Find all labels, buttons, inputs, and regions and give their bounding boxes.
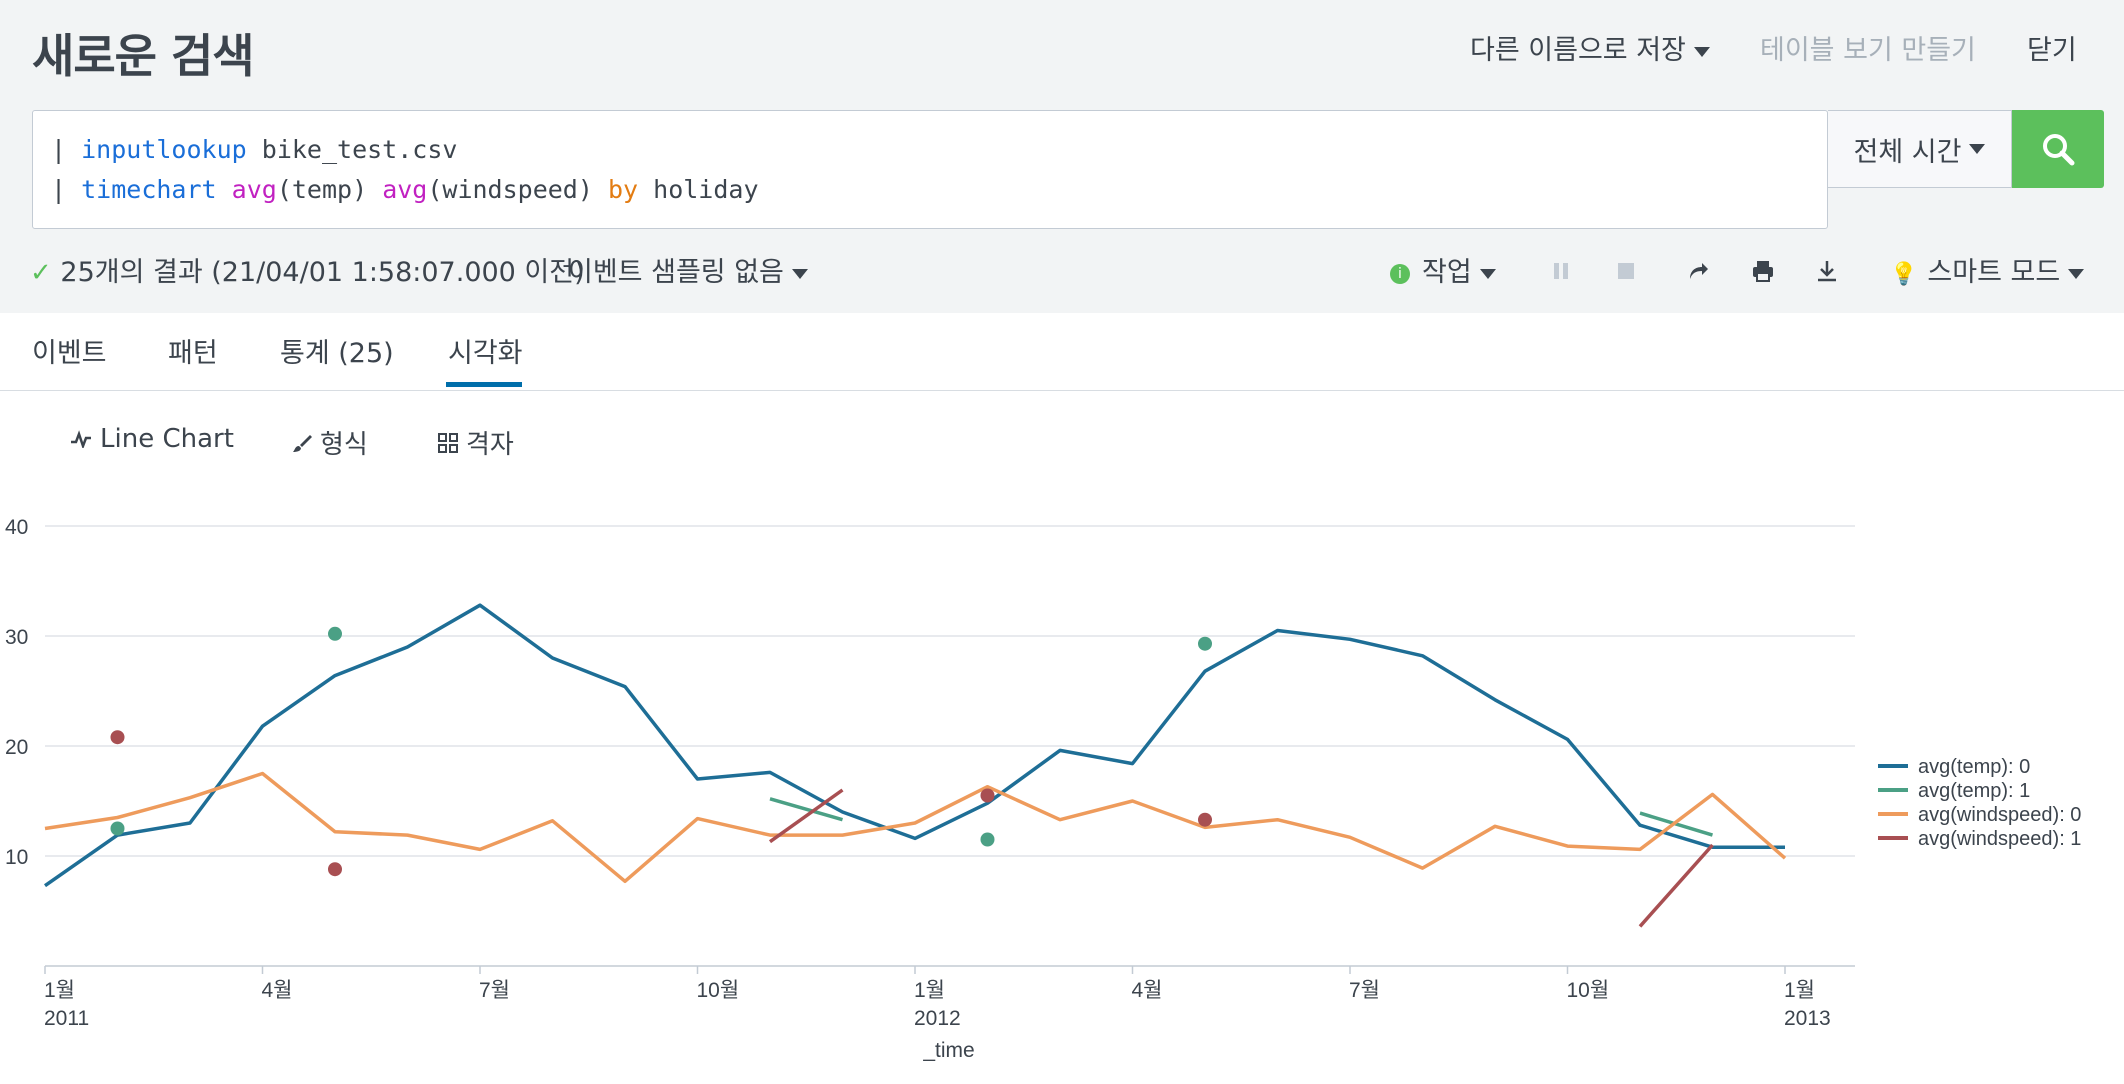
lightbulb-icon: 💡 xyxy=(1890,262,1917,287)
share-icon xyxy=(1686,259,1710,283)
series-line xyxy=(1640,845,1713,926)
legend-item-label: avg(temp): 1 xyxy=(1918,780,2030,802)
time-range-label: 전체 시간 xyxy=(1854,130,1962,169)
series-line xyxy=(45,774,1785,882)
series-line xyxy=(1640,813,1713,835)
x-tick-year-label: 2011 xyxy=(44,1007,89,1030)
page-title: 새로운 검색 xyxy=(32,20,254,86)
tab-events[interactable]: 이벤트 xyxy=(32,331,107,370)
search-command: timechart xyxy=(81,175,216,204)
create-table-view-button[interactable]: 테이블 보기 만들기 xyxy=(1760,28,1976,67)
search-argument: (windspeed) xyxy=(427,175,593,204)
chevron-down-icon xyxy=(1480,269,1496,279)
format-button[interactable]: 형식 xyxy=(292,424,368,461)
x-tick-label: 10월 xyxy=(1567,979,1610,1002)
brush-icon xyxy=(292,433,312,453)
search-keyword: by xyxy=(608,175,638,204)
chart-type-button[interactable]: Line Chart xyxy=(70,424,234,454)
search-mode-dropdown[interactable]: 💡 스마트 모드 xyxy=(1890,250,2084,289)
results-tabs: 이벤트 패턴 통계 (25) 시각화 xyxy=(0,313,2124,391)
series-point xyxy=(328,862,342,876)
time-range-picker[interactable]: 전체 시간 xyxy=(1828,110,2012,188)
search-input[interactable]: | inputlookup bike_test.csv | timechart … xyxy=(32,110,1828,229)
job-label: 작업 xyxy=(1422,257,1472,288)
search-command: inputlookup xyxy=(81,135,247,164)
event-sampling-label: 이벤트 샘플링 없음 xyxy=(568,257,784,288)
stop-button[interactable] xyxy=(1611,256,1641,286)
search-icon xyxy=(2040,131,2076,167)
stop-icon xyxy=(1616,261,1636,281)
download-icon xyxy=(1815,259,1839,283)
print-button[interactable] xyxy=(1748,256,1778,286)
chart-type-label: Line Chart xyxy=(100,424,234,454)
x-tick-label: 4월 xyxy=(262,979,293,1002)
x-tick-label: 1월 xyxy=(44,979,75,1002)
legend-item-label: avg(windspeed): 0 xyxy=(1918,804,2081,826)
search-query-line-1: | inputlookup bike_test.csv xyxy=(51,130,1809,170)
series-point xyxy=(111,730,125,744)
chevron-down-icon xyxy=(2068,269,2084,279)
x-axis-title: _time xyxy=(922,1039,974,1062)
y-tick-label: 40 xyxy=(5,516,28,539)
series-point xyxy=(328,627,342,641)
legend-item-label: avg(temp): 0 xyxy=(1918,756,2030,778)
pipe-symbol: | xyxy=(51,175,66,204)
series-point xyxy=(981,833,995,847)
pause-button[interactable] xyxy=(1546,256,1576,286)
tab-visualization[interactable]: 시각화 xyxy=(448,331,523,370)
x-tick-label: 1월 xyxy=(1784,979,1815,1002)
line-chart: 10 20 30 40 1월 2011 4월 7월 10월 1월 2012 4월 7월 10월 1월 2013… xyxy=(0,490,2124,1084)
event-sampling-dropdown[interactable]: 이벤트 샘플링 없음 xyxy=(568,250,808,289)
chevron-down-icon xyxy=(1969,144,1985,154)
checkmark-icon: ✓ xyxy=(30,258,52,288)
save-as-button[interactable]: 다른 이름으로 저장 xyxy=(1470,28,1710,67)
info-icon: i xyxy=(1390,264,1410,284)
x-tick-label: 4월 xyxy=(1132,979,1163,1002)
search-mode-label: 스마트 모드 xyxy=(1927,257,2060,288)
format-label: 형식 xyxy=(320,424,368,461)
export-button[interactable] xyxy=(1812,256,1842,286)
x-tick-year-label: 2012 xyxy=(914,1007,961,1030)
series-point xyxy=(981,789,995,803)
close-button[interactable]: 닫기 xyxy=(2027,28,2077,67)
y-tick-label: 30 xyxy=(5,626,28,649)
chevron-down-icon xyxy=(1694,47,1710,57)
trellis-label: 격자 xyxy=(466,424,514,461)
search-argument: bike_test.csv xyxy=(262,135,458,164)
search-argument: (temp) xyxy=(277,175,367,204)
tab-statistics[interactable]: 통계 (25) xyxy=(280,331,394,370)
line-chart-icon xyxy=(70,430,92,448)
series-point xyxy=(1198,813,1212,827)
share-button[interactable] xyxy=(1683,256,1713,286)
y-tick-label: 10 xyxy=(5,846,28,869)
trellis-button[interactable]: 격자 xyxy=(438,424,514,461)
search-query-line-2: | timechart avg(temp) avg(windspeed) by … xyxy=(51,170,1809,210)
legend-item-label: avg(windspeed): 1 xyxy=(1918,828,2081,850)
pipe-symbol: | xyxy=(51,135,66,164)
x-tick-year-label: 2013 xyxy=(1784,1007,1831,1030)
search-argument: holiday xyxy=(653,175,758,204)
x-tick-label: 7월 xyxy=(479,979,510,1002)
series-point xyxy=(1198,637,1212,651)
series-point xyxy=(111,822,125,836)
search-function: avg xyxy=(232,175,277,204)
search-function: avg xyxy=(382,175,427,204)
save-as-label: 다른 이름으로 저장 xyxy=(1470,35,1686,66)
job-menu[interactable]: i 작업 xyxy=(1390,250,1496,289)
chevron-down-icon xyxy=(792,269,808,279)
tab-patterns[interactable]: 패턴 xyxy=(168,331,218,370)
results-status: ✓ 25개의 결과 (21/04/01 1:58:07.000 이전) xyxy=(30,250,585,289)
x-tick-label: 1월 xyxy=(914,979,945,1002)
results-count: 25개의 결과 (21/04/01 1:58:07.000 이전) xyxy=(60,257,584,288)
x-tick-label: 7월 xyxy=(1349,979,1380,1002)
pause-icon xyxy=(1551,261,1571,281)
grid-icon xyxy=(438,433,458,453)
y-tick-label: 20 xyxy=(5,736,28,759)
print-icon xyxy=(1751,259,1775,283)
search-header-area: 새로운 검색 다른 이름으로 저장 테이블 보기 만들기 닫기 | inputl… xyxy=(0,0,2124,313)
search-button[interactable] xyxy=(2012,110,2104,188)
x-tick-label: 10월 xyxy=(697,979,740,1002)
active-tab-indicator xyxy=(446,382,522,387)
